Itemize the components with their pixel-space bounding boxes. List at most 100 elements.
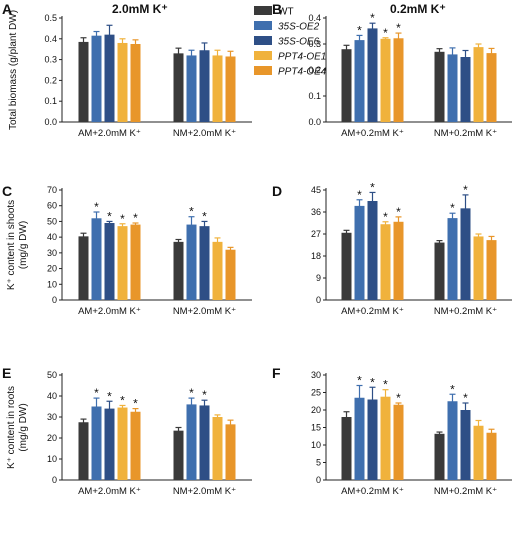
bar-ppt4-oe4 — [130, 224, 141, 300]
bar-35s-oe6 — [460, 57, 471, 122]
significance-star: * — [189, 386, 194, 400]
y-tick-label: 0.3 — [308, 39, 321, 49]
y-axis-label: Total biomass (g/plant DW) — [8, 10, 19, 130]
legend-swatch-ppt4-oe1 — [254, 51, 272, 60]
y-tick-label: 30 — [47, 412, 57, 422]
significance-star: * — [94, 200, 99, 214]
panel-letter: C — [2, 183, 12, 199]
bar-ppt4-oe1 — [117, 407, 128, 480]
panel-title: 0.2mM K⁺ — [390, 2, 446, 16]
y-tick-label: 15 — [311, 423, 321, 433]
category-label: AM+2.0mM K⁺ — [78, 128, 141, 139]
bar-35s-oe6 — [199, 226, 210, 300]
significance-star: * — [107, 389, 112, 403]
panel-letter: E — [2, 365, 11, 381]
significance-star: * — [370, 11, 375, 25]
y-tick-label: 18 — [311, 251, 321, 261]
bar-ppt4-oe1 — [473, 425, 484, 480]
panels: A 2.0mM K⁺ 0.0 0.1 0.2 0.3 0.4 0.5 Total biomass… — [2, 1, 512, 497]
y-tick-label: 0 — [52, 295, 57, 305]
significance-star: * — [120, 393, 125, 407]
bar-35s-oe6 — [367, 399, 378, 480]
bar-wt — [173, 53, 184, 122]
bar-35s-oe6 — [460, 410, 471, 480]
y-tick-label: 10 — [47, 454, 57, 464]
significance-star: * — [370, 375, 375, 389]
significance-star: * — [383, 378, 388, 392]
significance-star: * — [383, 26, 388, 40]
y-tick-label: 0.5 — [44, 13, 57, 23]
panel-letter: F — [272, 365, 281, 381]
legend-label: 35S-OE2 — [278, 22, 320, 33]
category-label: NM+2.0mM K⁺ — [173, 486, 236, 497]
y-tick-label: 0 — [316, 475, 321, 485]
y-tick-label: 0.1 — [308, 91, 321, 101]
bar-wt — [78, 41, 89, 122]
category-label: NM+2.0mM K⁺ — [173, 128, 236, 139]
category-label: AM+2.0mM K⁺ — [78, 486, 141, 497]
bar-wt — [173, 430, 184, 480]
bar-35s-oe6 — [199, 405, 210, 480]
bar-ppt4-oe1 — [212, 55, 223, 122]
bar-35s-oe6 — [104, 223, 115, 300]
panel-C: C 0 10 20 30 40 50 60 70 K⁺ content in shoots (mg/… — [2, 183, 252, 317]
y-tick-label: 0 — [52, 475, 57, 485]
significance-star: * — [357, 188, 362, 202]
y-tick-label: 0 — [316, 295, 321, 305]
y-tick-label: 0.2 — [44, 75, 57, 85]
bar-ppt4-oe1 — [473, 47, 484, 123]
y-axis-label: K⁺ content in shoots — [6, 200, 17, 290]
bar-35s-oe6 — [104, 408, 115, 480]
bar-ppt4-oe1 — [117, 42, 128, 122]
y-tick-label: 30 — [47, 248, 57, 258]
y-tick-label: 30 — [311, 370, 321, 380]
y-tick-label: 36 — [311, 207, 321, 217]
legend-swatch-wt — [254, 6, 272, 15]
significance-star: * — [450, 201, 455, 215]
y-tick-label: 20 — [47, 433, 57, 443]
category-label: NM+2.0mM K⁺ — [173, 306, 236, 317]
y-axis-label: K⁺ content in roots — [6, 386, 17, 469]
significance-star: * — [450, 382, 455, 396]
y-tick-label: 10 — [47, 279, 57, 289]
bar-35s-oe6 — [367, 28, 378, 122]
bar-ppt4-oe4 — [486, 432, 497, 480]
bar-ppt4-oe4 — [130, 411, 141, 480]
bar-35s-oe2 — [354, 205, 365, 300]
legend-label: WT — [278, 7, 294, 18]
y-tick-label: 0.0 — [308, 117, 321, 127]
significance-star: * — [94, 386, 99, 400]
y-tick-label: 20 — [311, 405, 321, 415]
bar-35s-oe6 — [104, 34, 115, 122]
significance-star: * — [107, 209, 112, 223]
bar-35s-oe2 — [186, 55, 197, 122]
y-tick-label: 50 — [47, 370, 57, 380]
panel-E: E 0 10 20 30 40 50 K⁺ content in roots (mg/g DW)… — [2, 365, 252, 497]
bar-35s-oe2 — [447, 54, 458, 122]
bar-ppt4-oe1 — [212, 241, 223, 300]
legend: WT 35S-OE2 35S-OE6 PPT4-OE1 PPT4-OE4 — [254, 6, 327, 78]
significance-star: * — [202, 388, 207, 402]
bar-35s-oe6 — [367, 201, 378, 300]
bar-ppt4-oe1 — [473, 236, 484, 300]
bar-ppt4-oe4 — [393, 404, 404, 480]
significance-star: * — [370, 180, 375, 194]
bar-ppt4-oe1 — [117, 226, 128, 300]
bar-ppt4-oe4 — [225, 249, 236, 300]
legend-swatch-35s-oe2 — [254, 21, 272, 30]
y-tick-label: 5 — [316, 458, 321, 468]
significance-star: * — [463, 183, 468, 197]
significance-star: * — [133, 397, 138, 411]
bar-35s-oe2 — [447, 401, 458, 480]
significance-star: * — [357, 23, 362, 37]
bar-ppt4-oe4 — [486, 240, 497, 300]
bar-ppt4-oe1 — [380, 224, 391, 300]
bar-ppt4-oe1 — [380, 396, 391, 480]
significance-star: * — [396, 205, 401, 219]
y-tick-label: 0.4 — [44, 34, 57, 44]
bar-ppt4-oe4 — [130, 44, 141, 122]
bar-35s-oe6 — [460, 208, 471, 300]
category-label: NM+0.2mM K⁺ — [434, 486, 497, 497]
significance-star: * — [463, 391, 468, 405]
y-tick-label: 45 — [311, 185, 321, 195]
